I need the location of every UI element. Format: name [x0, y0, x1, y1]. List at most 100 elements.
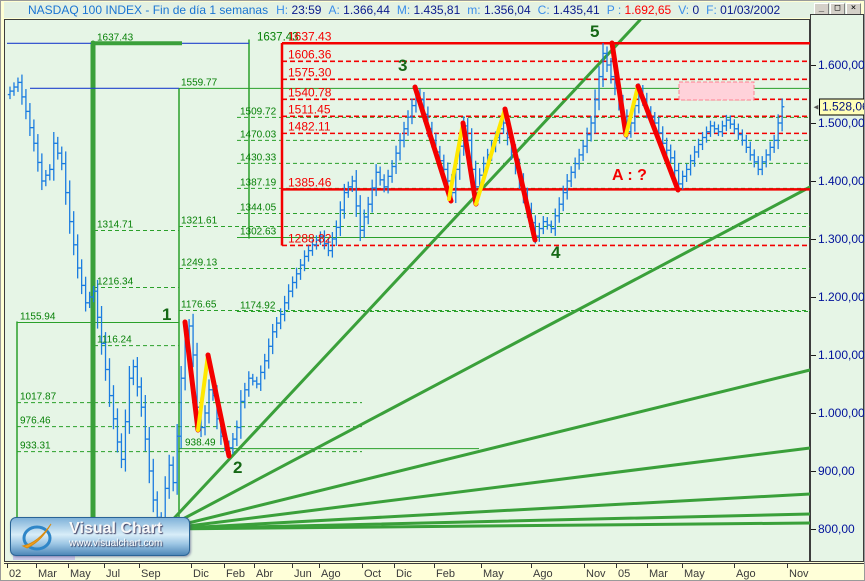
trend-fan-line [162, 20, 642, 531]
chart-canvas[interactable]: 1637.43 1637.431559.771509.721470.031430.… [5, 20, 811, 563]
time-axis-tick [531, 564, 532, 568]
time-axis-tick [254, 564, 255, 568]
time-axis-label: Ago [321, 568, 341, 580]
price-axis[interactable]: 1.600,00 1.500,00 1.400,00 1.300,00 1.200,00… [810, 14, 864, 562]
time-axis-label: Mar [649, 568, 668, 580]
elliott-wave-stroke [196, 353, 210, 432]
fib-level-label: 1344.05 [240, 202, 277, 213]
elliott-wave-stroke [412, 84, 454, 204]
quote-field: C: 1.435,41 [538, 3, 600, 17]
red-fib-level-label: 1385.46 [288, 175, 332, 189]
red-fib-level-label: 1575.30 [288, 65, 332, 79]
visual-chart-logo[interactable]: Visual Chart www.visualchart.com [10, 517, 190, 556]
fib-level-label: 1430.33 [240, 152, 277, 163]
time-axis-label: Dic [193, 568, 209, 580]
quote-field: A: 1.366,44 [328, 3, 389, 17]
time-axis-tick [191, 564, 192, 568]
visual-chart-swoosh-icon [21, 523, 52, 550]
wave-number-label: 1 [162, 305, 171, 324]
red-fib-level-label: 1637.43 [288, 29, 332, 43]
fib-level-label: 1314.71 [97, 219, 134, 230]
quote-field-value: 0 [692, 3, 700, 17]
time-axis-label: Ago [533, 568, 553, 580]
quote-field: V: 0 [678, 3, 699, 17]
quote-field-value: 1.435,81 [413, 3, 461, 17]
time-axis[interactable]: 02 Mar May Jul Sep Dic Feb Abr Jun Ago Oct Dic Feb Ma… [4, 563, 864, 580]
elliott-wave-stroke [635, 83, 681, 193]
logo-title: Visual Chart [69, 520, 163, 537]
price-axis-label: 800,00 [818, 522, 855, 536]
time-axis-tick [68, 564, 69, 568]
price-axis-label: 1.500,00 [818, 116, 865, 130]
wave-number-label: 5 [590, 22, 599, 41]
last-price-arrow-icon: ◄ [812, 102, 820, 112]
wave-number-label: 2 [233, 458, 242, 477]
chart-title: NASDAQ 100 INDEX - Fin de día 1 semanas [28, 3, 269, 17]
quote-field-key: C: [537, 3, 553, 17]
quote-field-value: 23:59 [291, 3, 322, 17]
fib-level-label: 1387.19 [240, 177, 277, 188]
maximize-button[interactable]: □ [830, 3, 845, 16]
time-axis-tick [104, 564, 105, 568]
target-zone-box [678, 81, 755, 101]
time-axis-tick [481, 564, 482, 568]
price-axis-tick [811, 65, 816, 66]
time-axis-label: Nov [789, 568, 809, 580]
time-axis-tick [394, 564, 395, 568]
quote-field-key: m: [467, 3, 484, 17]
fib-level-label: 1509.72 [240, 106, 277, 117]
quote-field-value: 1.356,04 [483, 3, 531, 17]
fib-level-label: 1176.65 [181, 300, 217, 311]
time-axis-label: Oct [364, 568, 382, 580]
price-axis-tick [811, 239, 816, 240]
elliott-wave-stroke [609, 40, 629, 138]
time-axis-tick [647, 564, 648, 568]
time-axis-tick [584, 564, 585, 568]
logo-shadow [13, 554, 75, 560]
time-axis-label: Jun [294, 568, 312, 580]
time-axis-tick [319, 564, 320, 568]
fib-level-label: 976.46 [20, 416, 51, 427]
fib-level-label: 1249.13 [181, 258, 218, 269]
candlestick-series [7, 42, 785, 536]
fib-level-label: 1637.43 [257, 31, 299, 43]
chart-plot-area[interactable]: 1637.43 1637.43 1559.77 1509.72 1470.03 1430.… [4, 19, 811, 563]
window-controls: _ □ × [814, 3, 861, 16]
time-axis-label: Sep [141, 568, 161, 580]
quote-field-value: 01/03/2002 [720, 3, 781, 17]
fib-level-label: 1470.03 [240, 129, 277, 140]
quote-field-value: 1.366,44 [343, 3, 390, 17]
fib-level-label: 1017.87 [20, 392, 57, 403]
price-axis-label: 1.400,00 [818, 174, 865, 188]
time-axis-label: Mar [38, 568, 57, 580]
quote-field: H: 23:59 [276, 3, 321, 17]
red-fib-level-label: 1540.78 [288, 85, 332, 99]
chart-title-bar: NASDAQ 100 INDEX - Fin de día 1 semanas … [4, 2, 846, 18]
red-fib-level-label: 1288.82 [288, 231, 332, 245]
fib-level-label: 933.31 [20, 441, 51, 452]
time-axis-tick [787, 564, 788, 568]
fib-level-label: 938.49 [185, 438, 216, 449]
time-axis-label: Abr [256, 568, 274, 580]
quote-field: P : 1.692,65 [607, 3, 672, 17]
fib-level-label: 1174.92 [240, 301, 276, 312]
price-axis-label: 1.100,00 [818, 348, 865, 362]
time-axis-tick [734, 564, 735, 568]
quote-field-key: M: [396, 3, 414, 17]
price-axis-label: 1.000,00 [818, 406, 865, 420]
time-axis-tick [139, 564, 140, 568]
red-fib-level-label: 1511.45 [288, 102, 331, 116]
time-axis-label: May [684, 568, 705, 580]
wave-number-label: 3 [398, 56, 407, 75]
quote-field: m: 1.356,04 [467, 3, 530, 17]
quote-field-value: 1.435,41 [553, 3, 600, 17]
price-axis-tick [811, 123, 816, 124]
fib-level-label: 1302.63 [240, 226, 277, 237]
time-axis-label: 02 [9, 568, 22, 580]
price-axis-label: 1.300,00 [818, 232, 865, 246]
time-axis-tick [36, 564, 37, 568]
time-axis-tick [682, 564, 683, 568]
logo-url: www.visualchart.com [69, 538, 163, 549]
trend-fan-line [162, 368, 811, 531]
